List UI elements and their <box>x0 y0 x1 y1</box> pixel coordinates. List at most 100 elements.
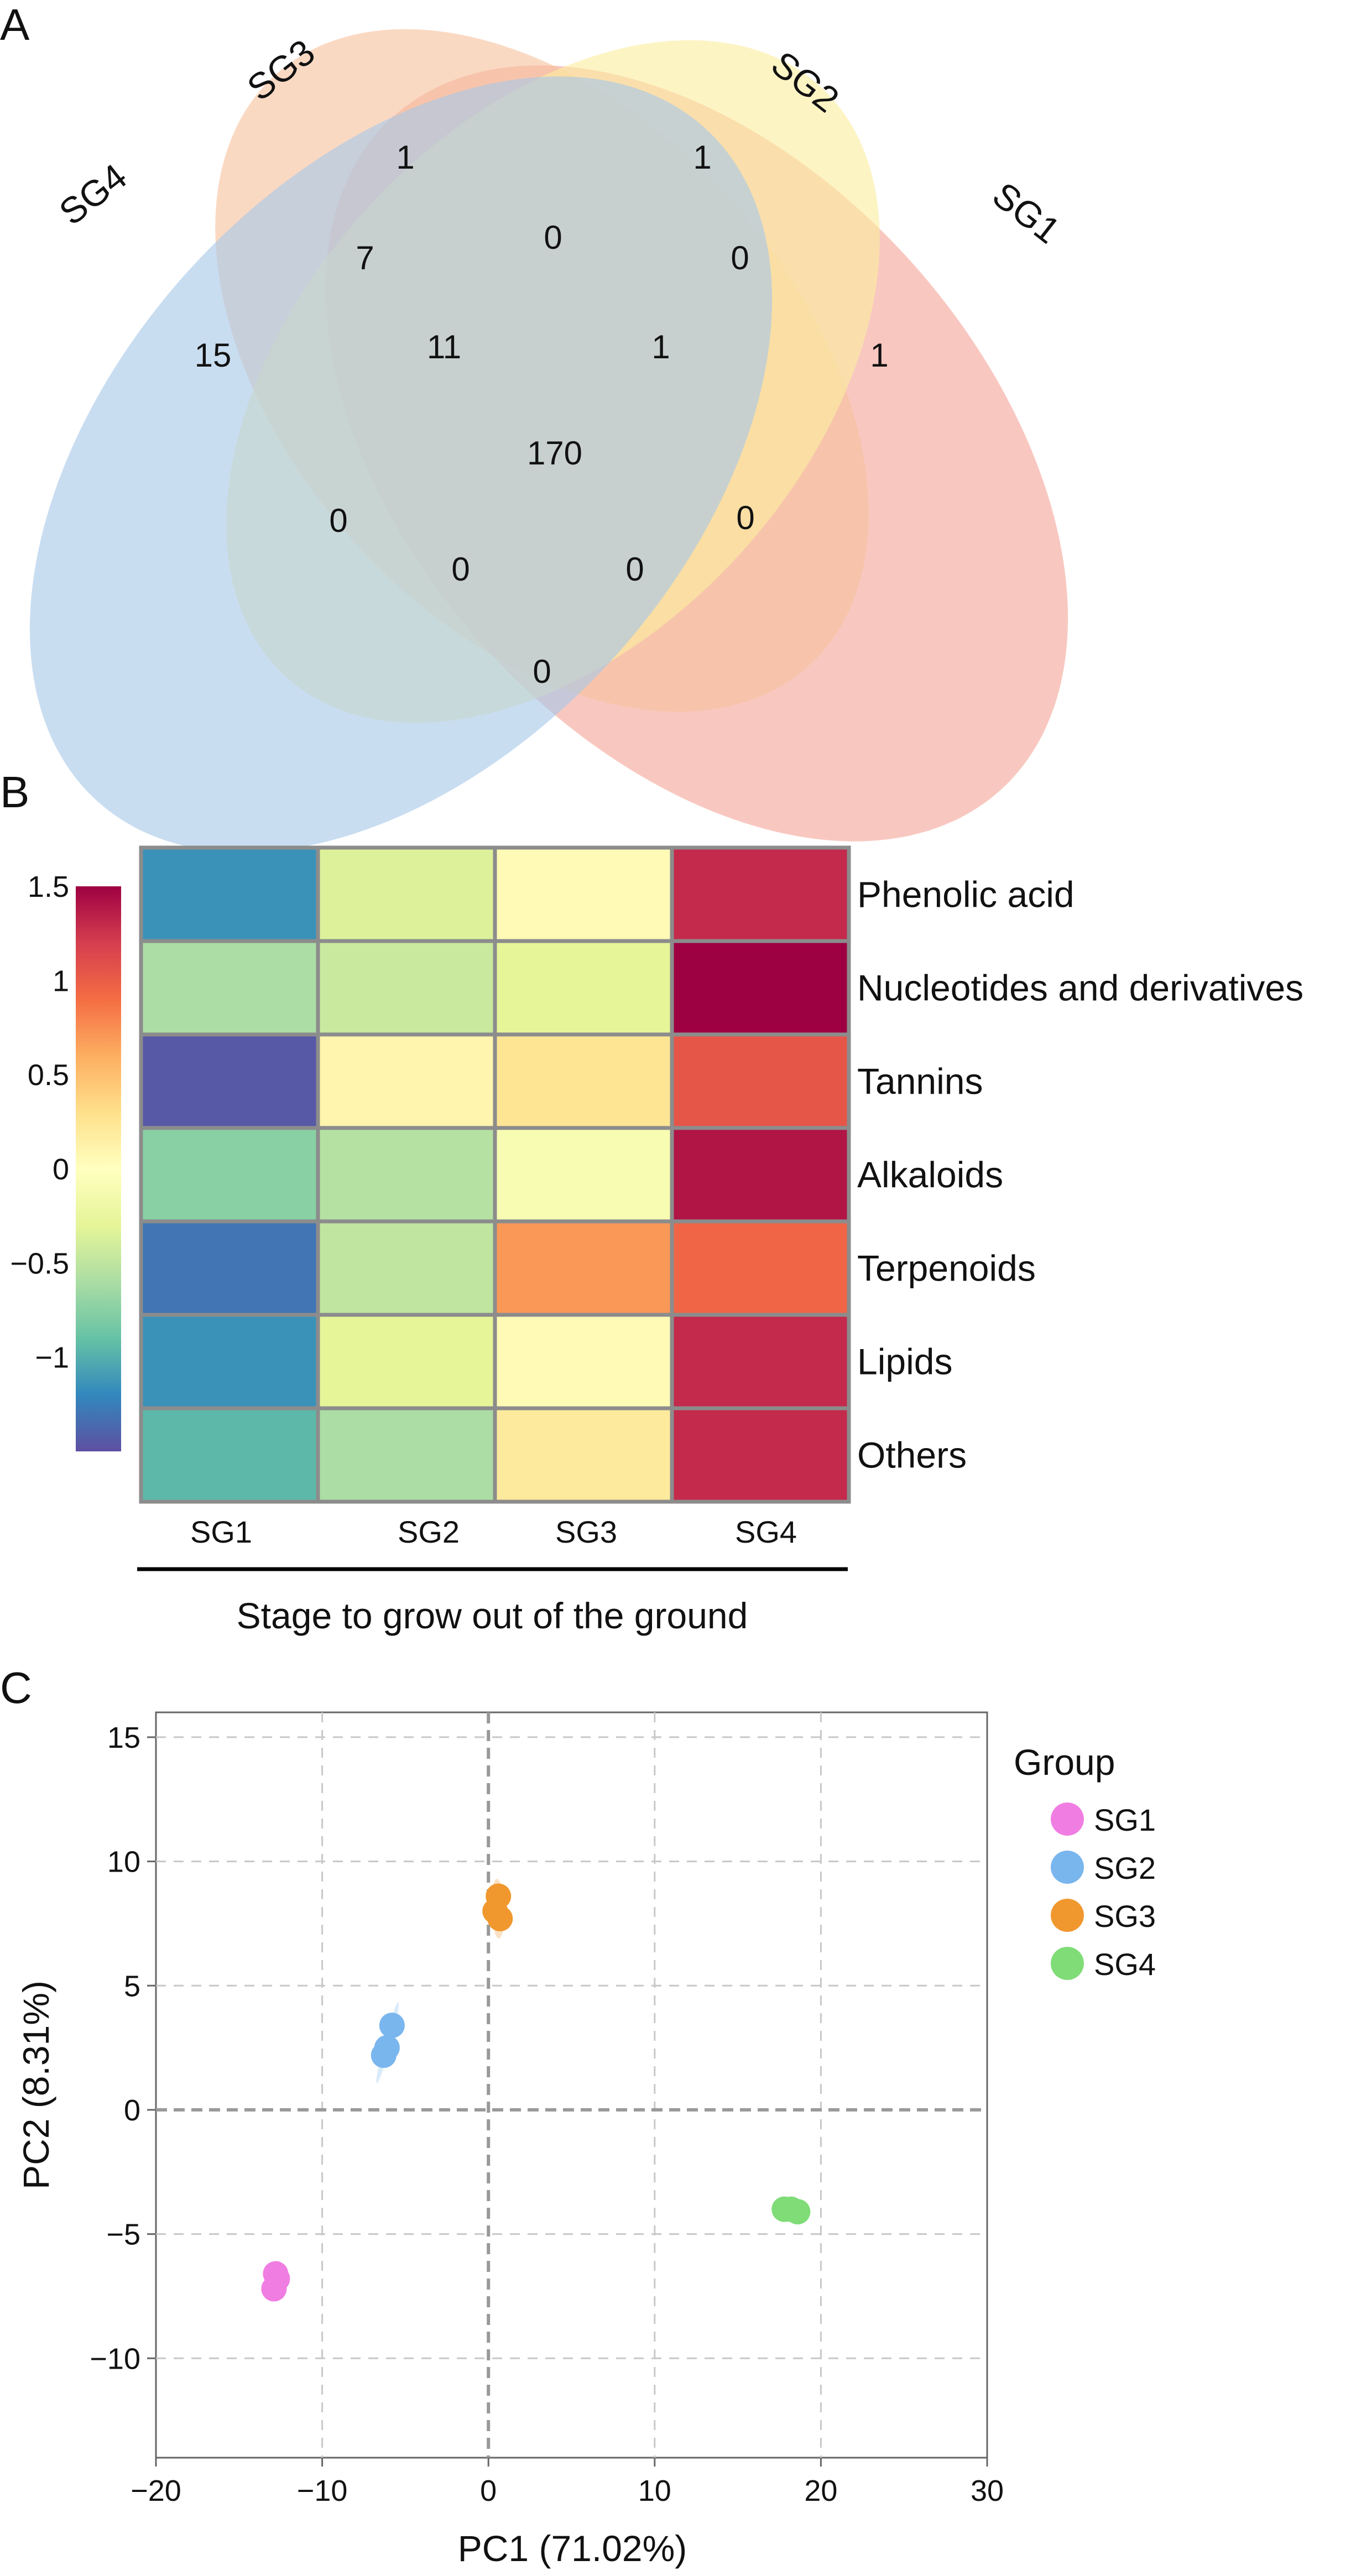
heatmap-cell <box>139 1032 320 1130</box>
venn-region-value: 0 <box>625 551 644 588</box>
heatmap-row-label: Alkaloids <box>857 1154 1003 1195</box>
heatmap-cell <box>316 845 497 943</box>
heatmap-cell <box>493 1313 674 1410</box>
y-tick-label: 10 <box>107 1846 140 1879</box>
heatmap-row-label: Tannins <box>857 1061 983 1102</box>
colorbar-tick-label: 1 <box>53 964 69 997</box>
heatmap-cell <box>316 1126 497 1224</box>
pca-xlabel: PC1 (71.02%) <box>458 2528 687 2569</box>
heatmap-cell <box>493 845 674 943</box>
legend-label: SG4 <box>1094 1947 1156 1982</box>
venn-region-value: 0 <box>731 239 749 276</box>
heatmap-row-label: Terpenoids <box>857 1248 1036 1289</box>
venn-ellipse-sg4 <box>29 76 773 853</box>
heatmap-cell <box>670 939 851 1037</box>
legend-swatch <box>1051 1802 1084 1836</box>
venn-region-value: 11 <box>427 328 461 365</box>
legend-label: SG2 <box>1094 1851 1156 1885</box>
heatmap-cell <box>493 939 674 1037</box>
colorbar-tick-label: 0.5 <box>28 1059 69 1092</box>
legend-label: SG3 <box>1094 1899 1156 1934</box>
heatmap-row-label: Nucleotides and derivatives <box>857 968 1303 1009</box>
heatmap-row-label: Lipids <box>857 1341 952 1382</box>
heatmap-col-label: SG2 <box>398 1514 460 1549</box>
heatmap-cell <box>670 1406 851 1504</box>
legend-swatch <box>1051 1947 1084 1980</box>
venn-set-label-sg1: SG1 <box>985 174 1068 252</box>
x-tick-label: −20 <box>131 2474 181 2507</box>
x-tick-label: 0 <box>480 2474 497 2507</box>
heatmap-xlabel: Stage to grow out of the ground <box>237 1595 748 1636</box>
venn-region-value: 1 <box>693 139 711 176</box>
venn-region-value: 1 <box>651 328 670 365</box>
heatmap-cell <box>139 1313 320 1410</box>
venn-region-value: 0 <box>329 502 347 539</box>
heatmap-col-label: SG1 <box>190 1514 252 1549</box>
x-tick-label: 20 <box>804 2474 837 2507</box>
heatmap-cell <box>139 1126 320 1224</box>
pca-ylabel: PC2 (8.31%) <box>15 1981 56 2190</box>
y-tick-label: 5 <box>124 1969 140 2003</box>
legend-swatch <box>1051 1899 1084 1932</box>
y-tick-label: 0 <box>124 2094 140 2127</box>
scatter-point-sg4 <box>778 2196 804 2222</box>
scatter-point-sg3 <box>487 1905 513 1931</box>
colorbar <box>76 886 121 1451</box>
y-tick-label: −5 <box>106 2218 140 2251</box>
heatmap-cell <box>316 939 497 1037</box>
y-tick-label: 15 <box>107 1721 140 1754</box>
venn-region-value: 1 <box>396 139 414 176</box>
venn-region-value: 170 <box>527 435 582 472</box>
heatmap-cell <box>670 845 851 943</box>
venn-diagram <box>29 29 1068 853</box>
heatmap-cell <box>316 1219 497 1317</box>
heatmap-col-label: SG3 <box>555 1514 617 1549</box>
heatmap-cell <box>316 1032 497 1130</box>
venn-region-value: 0 <box>533 653 551 690</box>
pca-legend: Group SG1 SG2 SG3 SG4 <box>1014 1742 1156 1982</box>
legend-swatch <box>1051 1851 1084 1884</box>
venn-region-value: 1 <box>870 337 888 374</box>
x-tick-label: 10 <box>638 2474 671 2507</box>
x-tick-label: −10 <box>297 2474 348 2507</box>
heatmap-cell <box>670 1219 851 1317</box>
heatmap-cell <box>139 939 320 1037</box>
heatmap-cell <box>316 1406 497 1504</box>
scatter-point-sg1 <box>264 2266 290 2292</box>
panel-c-label: C <box>0 1663 32 1712</box>
panel-b-label: B <box>0 767 29 817</box>
scatter-point-sg2 <box>374 2035 400 2061</box>
heatmap-cell <box>316 1313 497 1410</box>
legend-title: Group <box>1014 1742 1115 1783</box>
x-tick-label: 30 <box>971 2474 1004 2507</box>
venn-set-label-sg4: SG4 <box>51 155 134 233</box>
heatmap-cell <box>493 1032 674 1130</box>
pca-plot-area <box>155 1711 988 2459</box>
heatmap-row-label: Phenolic acid <box>857 874 1075 915</box>
heatmap <box>139 845 851 1504</box>
panel-a-label: A <box>0 0 30 49</box>
heatmap-cell <box>139 845 320 943</box>
venn-region-value: 7 <box>356 239 374 276</box>
heatmap-cell <box>493 1219 674 1317</box>
heatmap-cell <box>670 1126 851 1224</box>
heatmap-cell <box>670 1313 851 1410</box>
heatmap-cell <box>670 1032 851 1130</box>
heatmap-col-label: SG4 <box>735 1514 797 1549</box>
venn-region-value: 0 <box>451 551 470 588</box>
heatmap-cell <box>493 1126 674 1224</box>
venn-region-value: 15 <box>195 337 232 374</box>
heatmap-cell <box>493 1406 674 1504</box>
venn-region-value: 0 <box>736 499 754 536</box>
colorbar-tick-label: 0 <box>53 1153 69 1186</box>
venn-region-value: 0 <box>544 219 562 256</box>
y-tick-label: −10 <box>90 2342 140 2375</box>
colorbar-tick-label: −0.5 <box>10 1247 69 1280</box>
legend-label: SG1 <box>1094 1802 1156 1837</box>
scatter-point-sg2 <box>379 2013 405 2039</box>
colorbar-tick-label: −1 <box>35 1341 69 1375</box>
heatmap-cell <box>139 1406 320 1504</box>
heatmap-row-label: Others <box>857 1435 967 1476</box>
heatmap-cell <box>139 1219 320 1317</box>
